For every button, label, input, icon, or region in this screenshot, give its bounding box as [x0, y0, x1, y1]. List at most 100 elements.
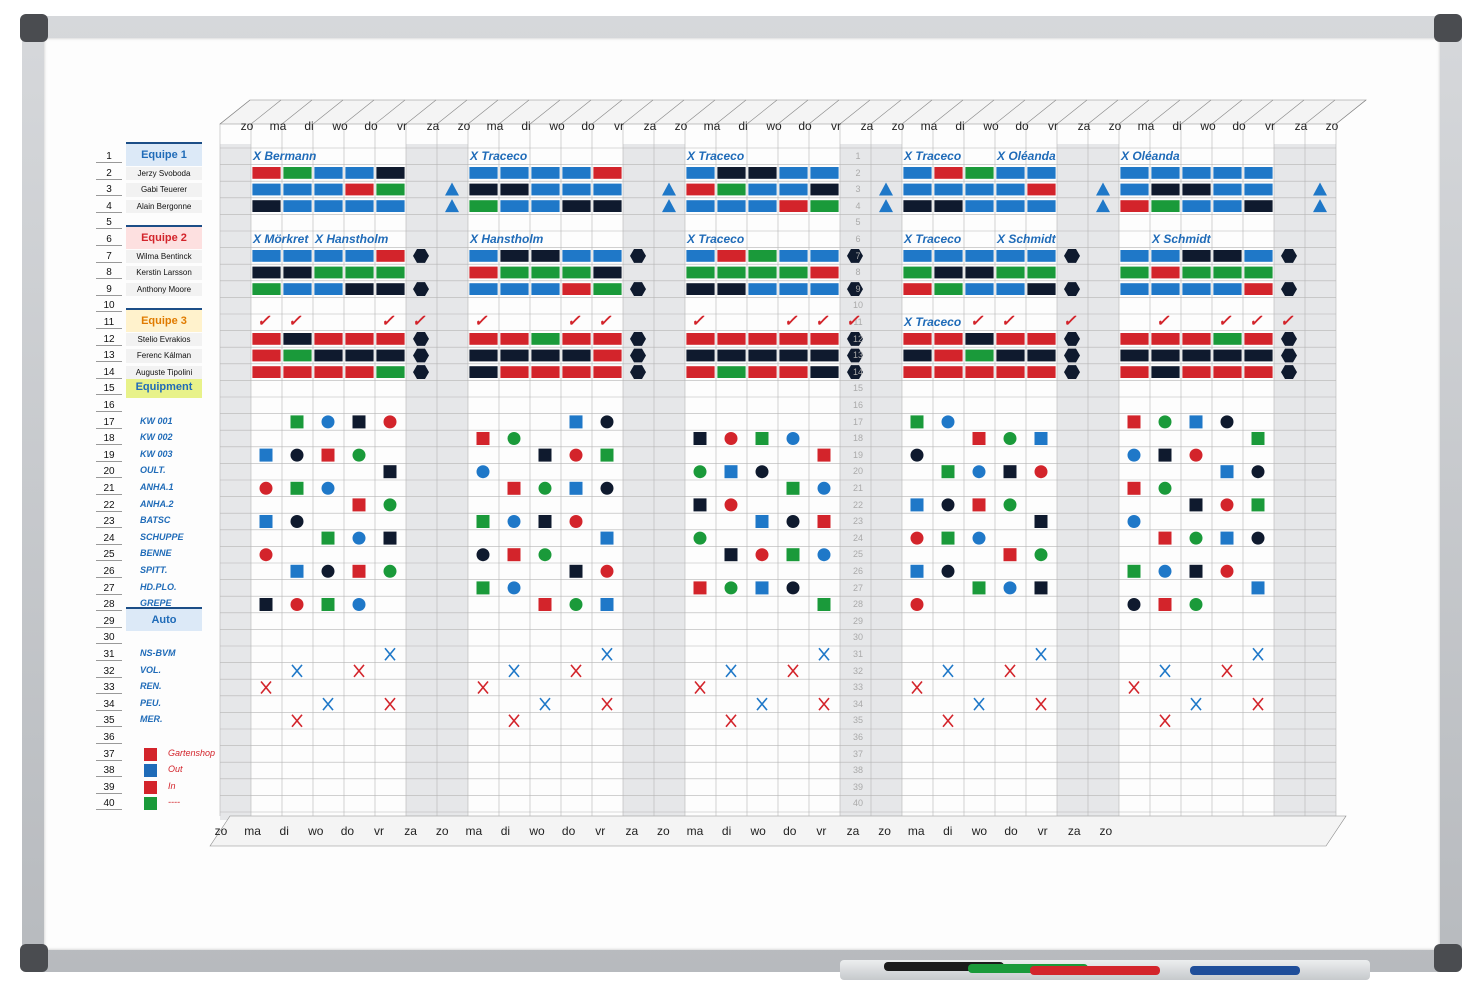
top-header-slant [901, 99, 933, 125]
blue-marker[interactable] [1190, 966, 1300, 975]
day-label-top: za [860, 119, 874, 133]
equipment-label: MER. [140, 714, 163, 725]
hexagon-magnet [1064, 331, 1080, 346]
magnet-strip [1119, 365, 1150, 379]
equipment-dot [1220, 415, 1234, 429]
magnet-strip [1119, 199, 1150, 213]
magnet-strip [251, 199, 282, 213]
row-number: 14 [96, 367, 122, 379]
magnet-strip [1212, 332, 1243, 346]
day-label-top: do [364, 119, 378, 133]
equipment-square [352, 415, 366, 429]
magnet-strip [344, 182, 375, 197]
magnet-strip [313, 332, 344, 346]
day-label-top: wo [983, 119, 999, 133]
equipment-label: BATSC [140, 515, 171, 526]
red-marker[interactable] [1030, 966, 1160, 975]
site-note: X Bermann [253, 149, 317, 163]
legend-label: Out [168, 764, 183, 775]
magnet-strip [344, 199, 375, 213]
auto-x-mark [1190, 697, 1202, 711]
weekend-column [1305, 144, 1336, 820]
day-label-top: do [1015, 119, 1029, 133]
check-mark: ✓ [598, 313, 612, 330]
row-number: 3 [96, 184, 122, 197]
top-header-slant [839, 99, 871, 125]
equipment-dot [972, 465, 986, 479]
day-label-top: vr [397, 119, 407, 133]
magnet-strip [1150, 348, 1181, 363]
magnet-strip [933, 365, 964, 379]
magnet-strip [1026, 166, 1057, 180]
magnet-strip [747, 332, 778, 346]
top-header-slant [1056, 99, 1088, 125]
day-label-bottom: wo [529, 824, 545, 838]
magnet-strip [809, 282, 840, 296]
magnet-strip [964, 365, 995, 379]
row-number: 25 [96, 549, 122, 562]
magnet-strip [1026, 182, 1057, 197]
day-label-bottom: ma [907, 824, 925, 838]
equipment-dot [941, 498, 955, 512]
weekend-column [1057, 144, 1088, 820]
site-note: X Mörkret [253, 232, 309, 246]
magnet-strip [1212, 182, 1243, 197]
green-marker[interactable] [968, 964, 1088, 973]
equipment-label: KW 001 [140, 415, 173, 426]
magnet-strip [685, 199, 716, 213]
equipment-square [600, 598, 614, 611]
magnet-strip [592, 199, 623, 213]
magnet-strip [1243, 166, 1274, 180]
magnet-strip [1181, 166, 1212, 180]
equipment-square [1003, 465, 1017, 479]
magnet-strip [251, 365, 282, 379]
magnet-strip [747, 265, 778, 280]
magnet-strip [344, 365, 375, 379]
magnet-strip [902, 282, 933, 296]
person-name: Jerzy Svoboda [126, 166, 202, 181]
day-label-top: vr [1265, 119, 1275, 133]
magnet-strip [747, 282, 778, 296]
magnet-strip [778, 265, 809, 280]
equipment-square [600, 448, 614, 462]
auto-x-mark [1252, 697, 1264, 711]
magnet-strip [809, 332, 840, 346]
magnet-strip [995, 365, 1026, 379]
weekend-column [1274, 144, 1305, 820]
magnet-strip [499, 332, 530, 346]
equipment-label: REN. [140, 681, 162, 692]
magnet-strip [685, 365, 716, 379]
triangle-magnet [445, 199, 459, 213]
triangle-magnet [879, 182, 893, 196]
magnet-strip [499, 166, 530, 180]
triangle-magnet [662, 199, 676, 213]
magnet-strip [344, 265, 375, 280]
person-name: Gabi Teuerer [126, 183, 202, 197]
check-mark: ✓ [846, 313, 860, 330]
day-label-top: za [1294, 119, 1308, 133]
equipment-square [1127, 564, 1141, 578]
hexagon-magnet [1064, 365, 1080, 380]
magnet-strip [685, 166, 716, 180]
magnet-strip [1026, 249, 1057, 263]
day-label-top: zo [891, 119, 905, 133]
day-label-top: ma [486, 119, 504, 133]
equipment-dot [507, 515, 521, 528]
legend-swatch [144, 797, 157, 811]
row-number-mid: 6 [855, 234, 861, 244]
equipment-square [972, 498, 986, 512]
top-header-slant [312, 99, 344, 125]
auto-x-mark [942, 664, 954, 678]
auto-x-mark [756, 697, 768, 711]
equipment-label: GREPE [140, 598, 172, 609]
equipment-dot [910, 531, 924, 545]
black-marker[interactable] [884, 962, 1004, 971]
day-label-top: ma [1137, 119, 1155, 133]
magnet-strip [995, 348, 1026, 363]
magnet-strip [592, 249, 623, 263]
magnet-strip [251, 182, 282, 197]
day-label-bottom: zo [878, 824, 891, 838]
auto-x-mark [291, 714, 303, 728]
auto-x-mark [1221, 664, 1233, 678]
auto-x-mark [353, 664, 365, 678]
